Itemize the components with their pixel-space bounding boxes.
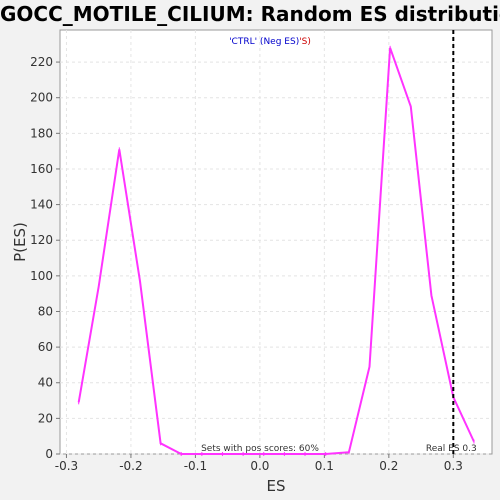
y-tick-label: 220 — [30, 55, 53, 69]
legend-part1: 'CTRL' (Neg ES) — [229, 37, 299, 47]
y-tick-label: 180 — [30, 126, 53, 140]
y-tick-label: 20 — [38, 411, 53, 425]
y-tick-label: 120 — [30, 233, 53, 247]
y-tick-label: 40 — [38, 376, 53, 390]
y-tick-label: 140 — [30, 198, 53, 212]
legend: 'CTRL' (Neg ES)'S) — [229, 37, 311, 47]
legend-part2: 'S) — [299, 37, 311, 47]
x-tick-label: 0.1 — [315, 459, 334, 473]
series-line — [77, 47, 475, 455]
y-axis-label: P(ES) — [11, 222, 29, 262]
plot-area — [59, 29, 493, 455]
y-tick-label: 100 — [30, 269, 53, 283]
x-tick-label: -0.1 — [184, 459, 207, 473]
series-group — [77, 45, 475, 456]
pos-scores-annotation: Sets with pos scores: 60% — [201, 444, 319, 454]
x-tick-label: 0.3 — [444, 459, 463, 473]
x-tick-label: 0.0 — [250, 459, 269, 473]
x-tick-label: -0.3 — [55, 459, 78, 473]
y-tick-label: 60 — [38, 340, 53, 354]
y-tick-label: 200 — [30, 91, 53, 105]
x-tick-label: -0.2 — [119, 459, 142, 473]
y-tick-label: 80 — [38, 304, 53, 318]
y-tick-label: 160 — [30, 162, 53, 176]
x-axis-label: ES — [267, 477, 286, 495]
real-es-label: Real ES 0.3 — [426, 444, 477, 454]
x-tick-label: 0.2 — [379, 459, 398, 473]
y-tick-label: 0 — [45, 447, 53, 461]
chart-title: GOCC_MOTILE_CILIUM: Random ES distributi… — [0, 2, 500, 26]
